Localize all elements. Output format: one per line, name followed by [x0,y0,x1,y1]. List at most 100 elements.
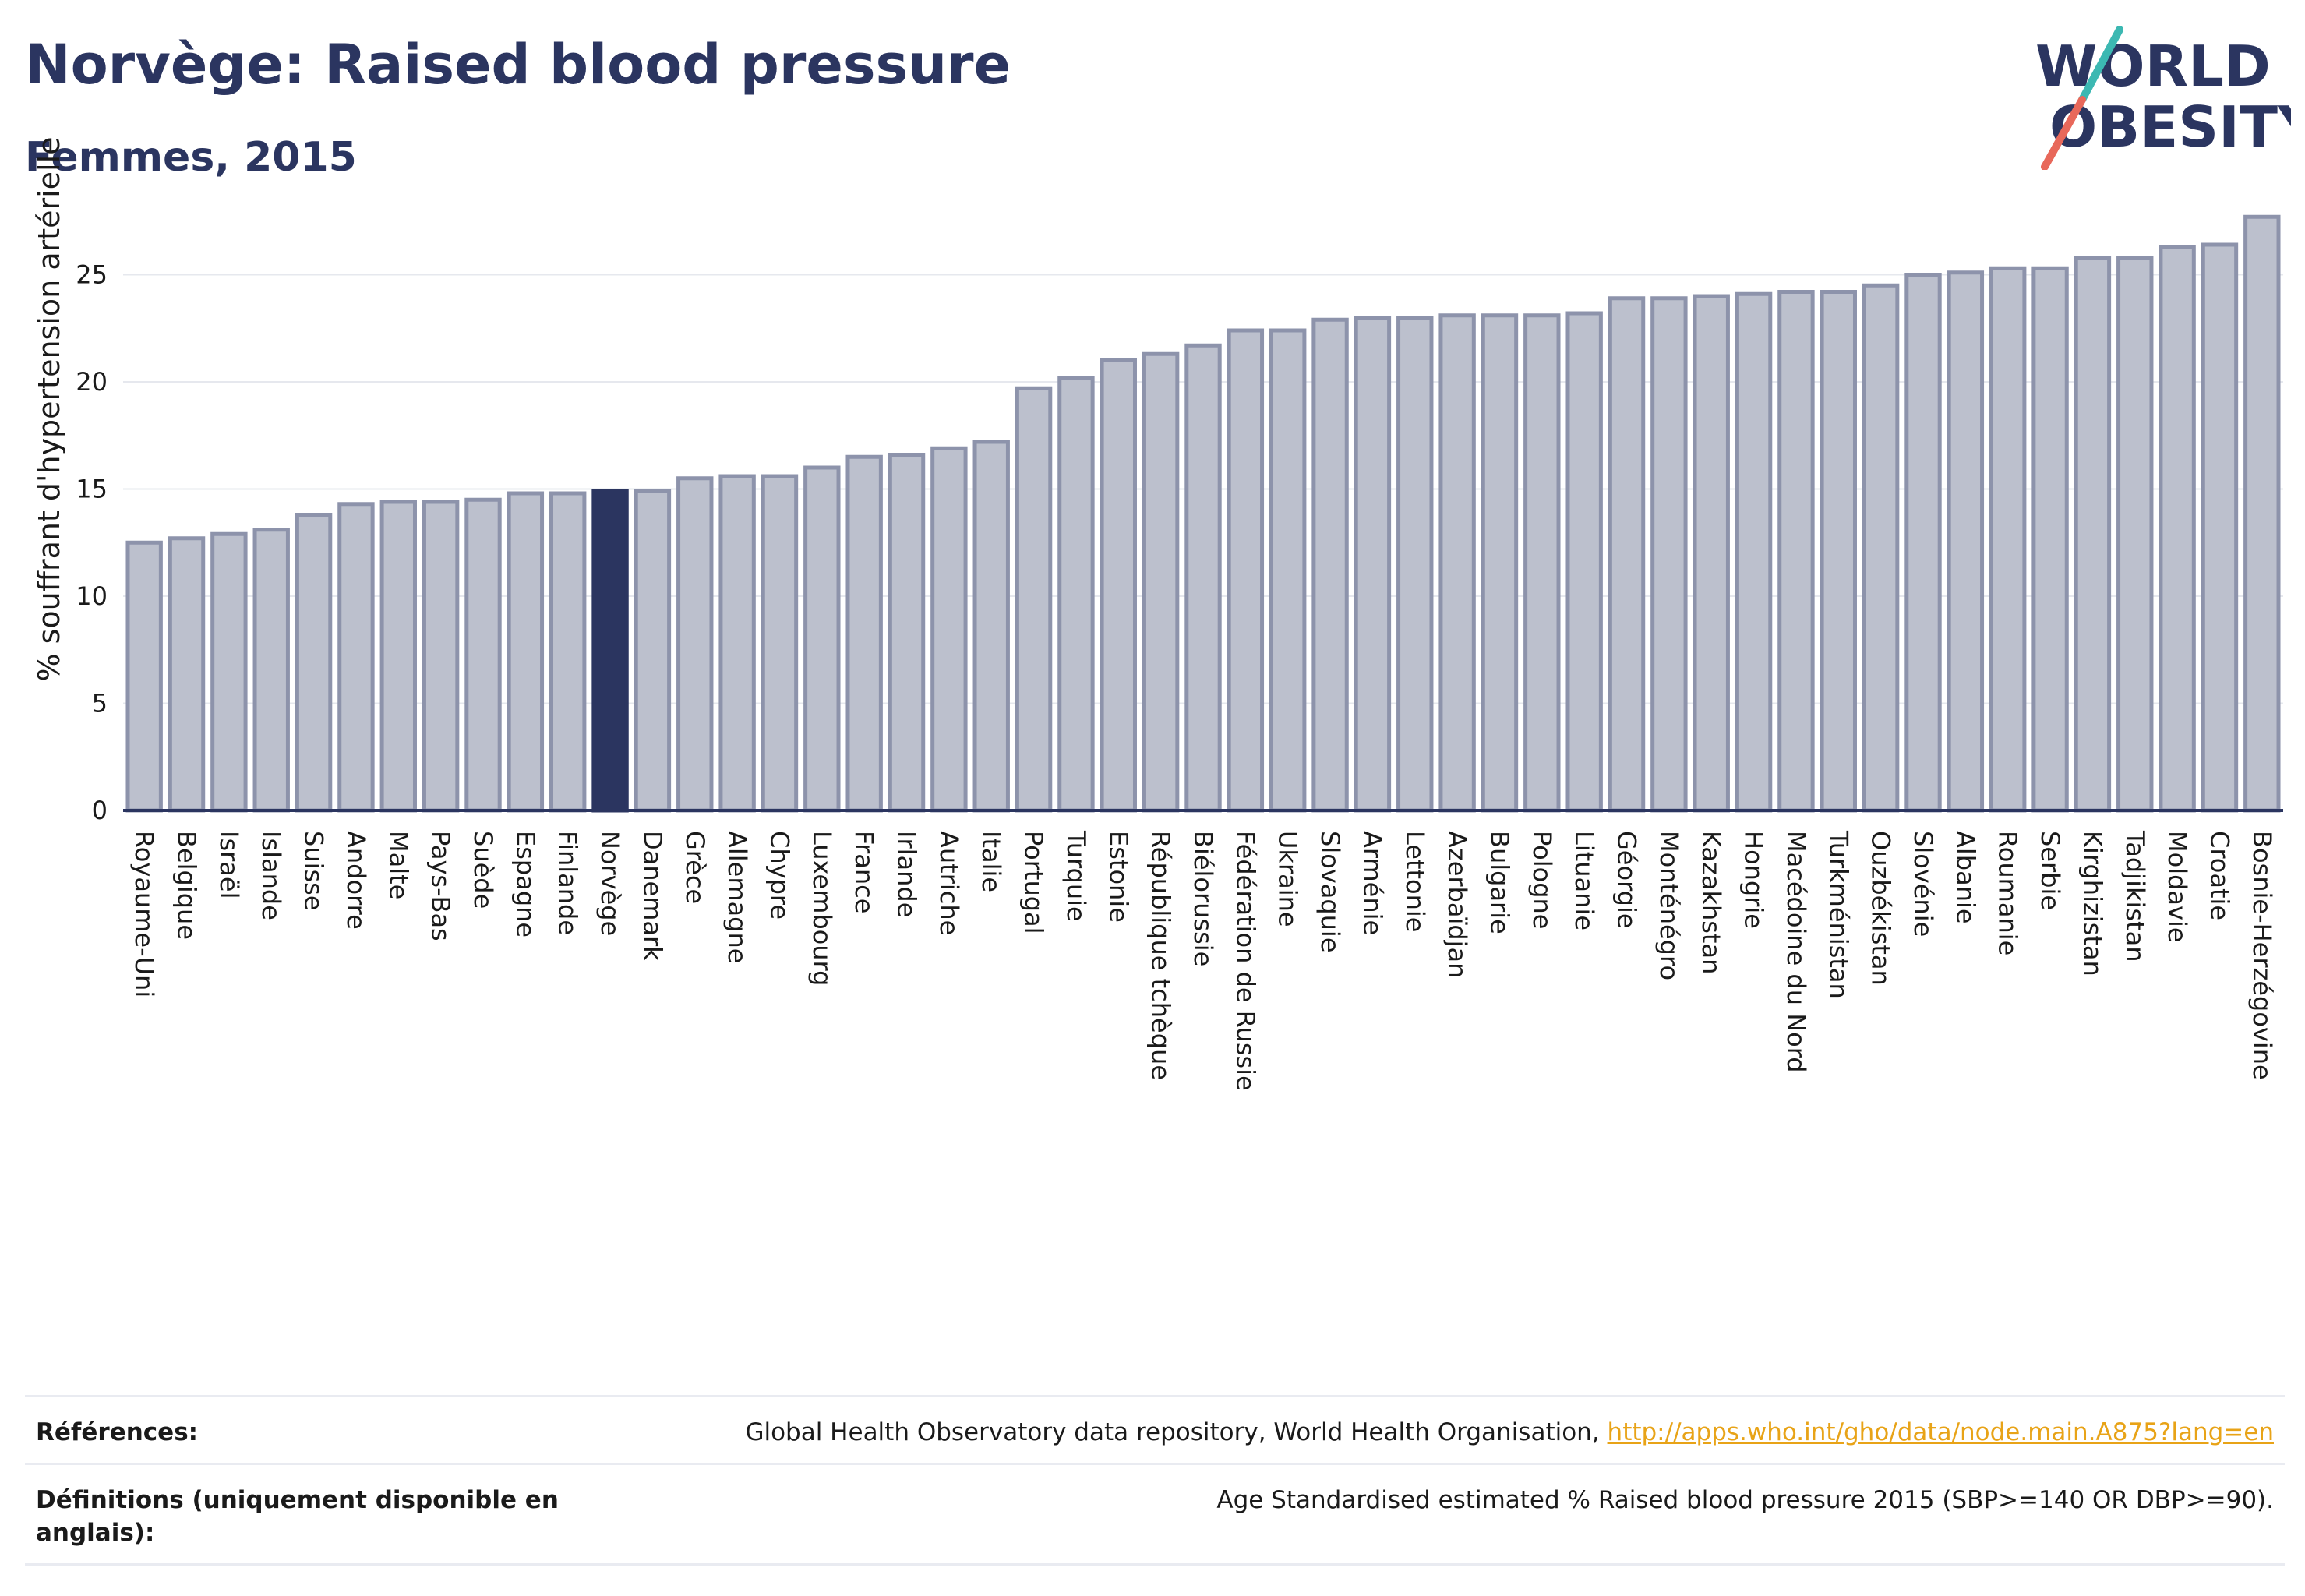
bar[interactable] [2116,256,2154,813]
bar[interactable] [634,489,672,813]
bar[interactable] [1523,313,1561,813]
x-tick-label: Estonie [1103,831,1133,923]
x-tick-label: Arménie [1357,831,1387,935]
y-tick-label: 20 [76,367,108,397]
bar[interactable] [1904,273,1942,813]
bar[interactable] [1862,283,1900,813]
bar[interactable] [549,491,587,813]
chart-subtitle: Femmes, 2015 [25,134,357,181]
bar[interactable] [1311,317,1349,813]
bar[interactable] [1184,343,1222,813]
y-tick-label: 15 [76,475,108,504]
bar[interactable] [1777,290,1815,813]
bar[interactable] [1608,296,1646,813]
x-tick-label: Islande [256,831,286,920]
bar[interactable] [2031,266,2069,813]
bar[interactable] [2159,245,2196,813]
x-tick-label: Royaume-Uni [129,831,159,998]
bar[interactable] [252,528,290,813]
bar[interactable] [210,531,248,813]
bar[interactable] [1481,313,1519,813]
x-tick-label: Géorgie [1612,831,1642,929]
x-tick-label: Hongrie [1739,831,1769,929]
x-tick-label: Turkménistan [1823,830,1853,999]
x-tick-label: Espagne [510,831,540,937]
bar[interactable] [125,540,163,813]
definitions-label: Définitions (uniquement disponible en an… [36,1486,559,1547]
x-tick-label: Irlande [892,831,922,917]
x-tick-label: Azerbaïdjan [1442,831,1472,978]
x-tick-label: Ouzbékistan [1866,831,1896,986]
bar[interactable] [168,536,206,813]
bar[interactable] [1015,386,1053,813]
bar[interactable] [1565,311,1603,813]
x-tick-labels: Royaume-Uni Belgique Israël Islande Suisse An… [129,830,2277,1091]
x-tick-label: Portugal [1019,831,1049,934]
references-row: Références: Global Health Observatory da… [25,1395,2285,1463]
y-tick-labels: 0 5 10 15 20 25 [76,260,108,826]
bar[interactable] [1142,351,1180,813]
bar[interactable] [1269,328,1307,813]
x-tick-label: Slovaquie [1315,831,1345,953]
x-tick-label: Belgique [172,831,202,940]
x-tick-label: Lituanie [1569,831,1599,930]
bar[interactable] [888,453,926,813]
x-tick-label: Bulgarie [1484,831,1514,934]
bar[interactable] [1735,291,1773,813]
x-tick-label: Moldavie [2162,831,2192,943]
bar[interactable] [295,513,333,813]
x-tick-label: Pologne [1527,831,1557,929]
x-tick-label: Luxembourg [807,831,837,986]
x-tick-label: Albanie [1950,831,1980,924]
y-axis-label: % souffrant d'hypertension artérielle [32,136,66,681]
bar[interactable] [2074,256,2112,813]
bar[interactable] [2201,242,2239,813]
x-tick-label: Monténégro [1654,831,1684,980]
y-tick-label: 10 [76,581,108,611]
bar[interactable] [1650,296,1688,813]
x-tick-label: Allemagne [722,831,752,963]
bar[interactable] [1057,376,1095,813]
bar[interactable] [1438,313,1476,813]
bar[interactable] [845,454,883,813]
logo-slash-bottom-icon [2041,96,2086,170]
bar[interactable] [761,474,799,813]
bar[interactable] [1354,316,1392,813]
bar[interactable] [1947,270,1985,813]
bar[interactable] [972,440,1010,813]
x-tick-label: Kazakhstan [1696,831,1726,974]
bar[interactable] [379,500,417,813]
bar[interactable] [1693,294,1730,813]
x-tick-label: Croatie [2204,831,2234,920]
references-link[interactable]: http://apps.who.int/gho/data/node.main.A… [1607,1418,2274,1446]
x-tick-label: Biélorussie [1188,831,1218,966]
y-tick-label: 0 [92,796,108,825]
footer-table: Références: Global Health Observatory da… [25,1395,2285,1566]
x-tick-label: Finlande [553,831,583,935]
world-obesity-logo: WORLD OBESITY [2035,26,2291,170]
bar[interactable] [803,465,841,813]
x-tick-label: Serbie [2035,831,2065,910]
x-tick-label: Turquie [1061,830,1091,922]
bar[interactable] [1227,328,1265,813]
bar[interactable] [676,476,714,813]
bar[interactable] [591,489,629,813]
bar[interactable] [1100,358,1137,813]
bar[interactable] [1820,290,1857,813]
bar[interactable] [718,474,756,813]
bar[interactable] [1989,266,2027,813]
logo-line1: WORLD [2035,34,2271,99]
x-tick-label: République tchèque [1146,831,1176,1080]
bar[interactable] [2243,214,2281,813]
bar[interactable] [337,502,375,813]
bar[interactable] [930,446,968,813]
x-tick-label: Kirghizistan [2077,831,2107,976]
x-tick-label: Fédération de Russie [1230,831,1260,1091]
bar[interactable] [507,491,545,813]
x-tick-label: Israël [214,831,244,899]
references-text: Global Health Observatory data repositor… [745,1418,1608,1446]
bar[interactable] [1396,316,1434,813]
bar[interactable] [422,500,460,813]
bar[interactable] [464,497,502,813]
x-tick-label: France [849,831,879,913]
